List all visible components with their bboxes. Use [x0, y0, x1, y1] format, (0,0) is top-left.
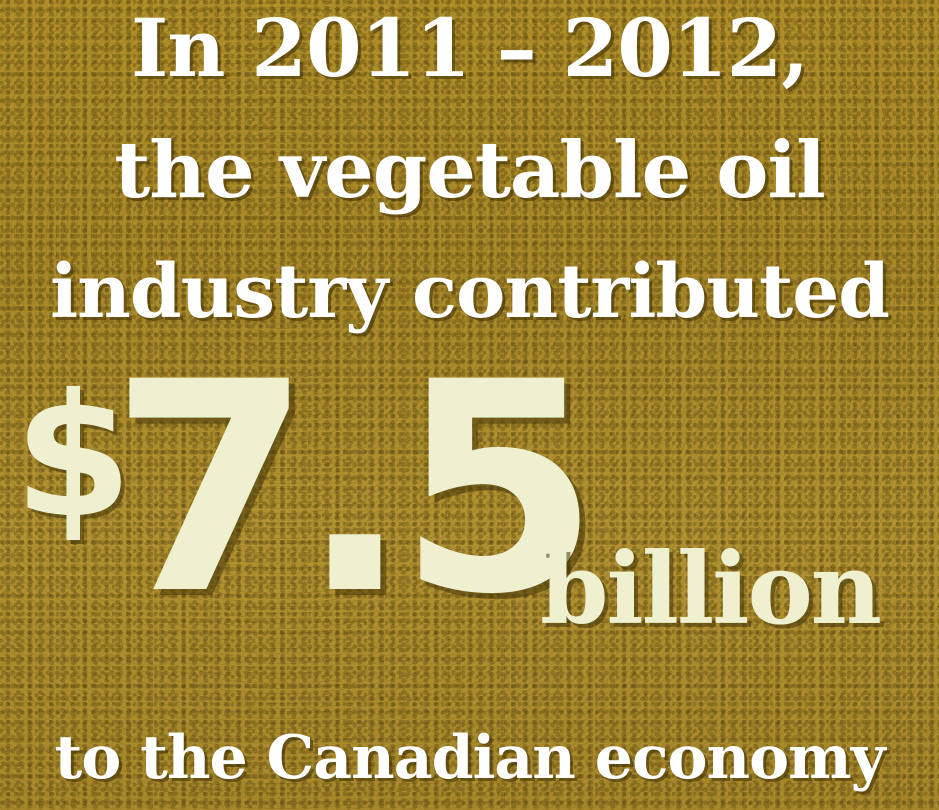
- currency-symbol: $: [14, 358, 133, 556]
- contribution-figure: $ 7.5 billion: [0, 330, 939, 680]
- footer-line: to the Canadian economy: [54, 723, 885, 793]
- headline-line-3: industry contributed: [49, 249, 890, 335]
- headline-line-2: the vegetable oil: [114, 125, 825, 216]
- amount-unit: billion: [540, 532, 882, 647]
- headline-line-1: In 2011 – 2012,: [130, 1, 809, 95]
- contribution-amount: 7.5: [110, 321, 600, 658]
